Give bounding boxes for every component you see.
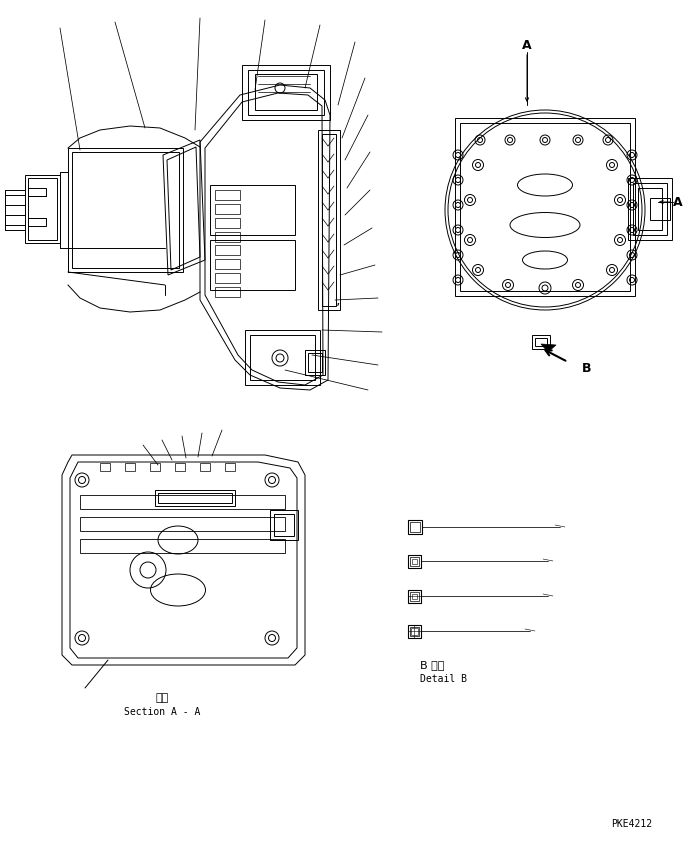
Text: PKE4212: PKE4212 <box>612 819 652 829</box>
Bar <box>408 590 421 603</box>
Bar <box>5 195 25 205</box>
Bar <box>215 245 240 255</box>
Bar <box>411 628 418 635</box>
Bar <box>28 188 46 196</box>
Bar <box>80 517 285 531</box>
Bar <box>25 175 60 243</box>
Bar <box>460 123 630 291</box>
Bar <box>68 148 183 272</box>
Bar <box>410 592 419 601</box>
Text: ,: , <box>335 297 342 307</box>
Bar <box>255 74 317 110</box>
Bar <box>28 178 57 240</box>
Bar <box>175 463 185 471</box>
Text: A: A <box>522 38 532 52</box>
Text: B: B <box>582 362 592 374</box>
Text: Detail B: Detail B <box>420 674 467 684</box>
Bar <box>215 259 240 269</box>
Bar <box>455 118 635 296</box>
Bar <box>318 130 340 310</box>
Bar <box>408 520 422 534</box>
Bar <box>80 539 285 553</box>
Bar <box>270 510 298 540</box>
Bar <box>215 273 240 283</box>
Bar <box>210 240 295 290</box>
Bar <box>410 627 419 636</box>
Bar <box>150 463 160 471</box>
Bar <box>242 65 330 120</box>
Bar <box>100 463 110 471</box>
Bar <box>158 493 232 503</box>
Bar <box>308 353 322 372</box>
Bar <box>633 183 667 235</box>
Bar <box>250 335 315 380</box>
Text: A: A <box>673 195 682 209</box>
Bar <box>245 330 320 385</box>
Bar <box>650 198 670 220</box>
Bar <box>412 594 417 599</box>
Bar <box>535 338 547 346</box>
Bar <box>215 287 240 297</box>
Bar <box>638 188 662 230</box>
Bar <box>80 495 285 509</box>
Bar <box>210 185 295 235</box>
Bar <box>410 522 420 532</box>
Text: 断面: 断面 <box>155 693 169 703</box>
Bar <box>410 557 419 566</box>
Bar <box>274 514 294 536</box>
Bar <box>215 190 240 200</box>
Bar <box>155 490 235 506</box>
Bar <box>408 625 421 638</box>
Bar <box>628 178 672 240</box>
Bar <box>125 463 135 471</box>
Polygon shape <box>541 344 556 352</box>
Bar <box>305 350 325 375</box>
Bar <box>200 463 210 471</box>
Bar <box>248 70 324 115</box>
Bar <box>532 335 550 349</box>
Bar <box>225 463 235 471</box>
Bar <box>72 152 179 268</box>
Bar <box>215 232 240 242</box>
Bar <box>28 218 46 226</box>
Text: Section A - A: Section A - A <box>124 707 200 717</box>
Text: B 詳細: B 詳細 <box>420 660 444 670</box>
Bar <box>215 218 240 228</box>
Bar <box>412 559 417 564</box>
Bar <box>215 204 240 214</box>
Bar <box>5 215 25 225</box>
Bar <box>322 134 336 306</box>
Bar <box>408 555 421 568</box>
